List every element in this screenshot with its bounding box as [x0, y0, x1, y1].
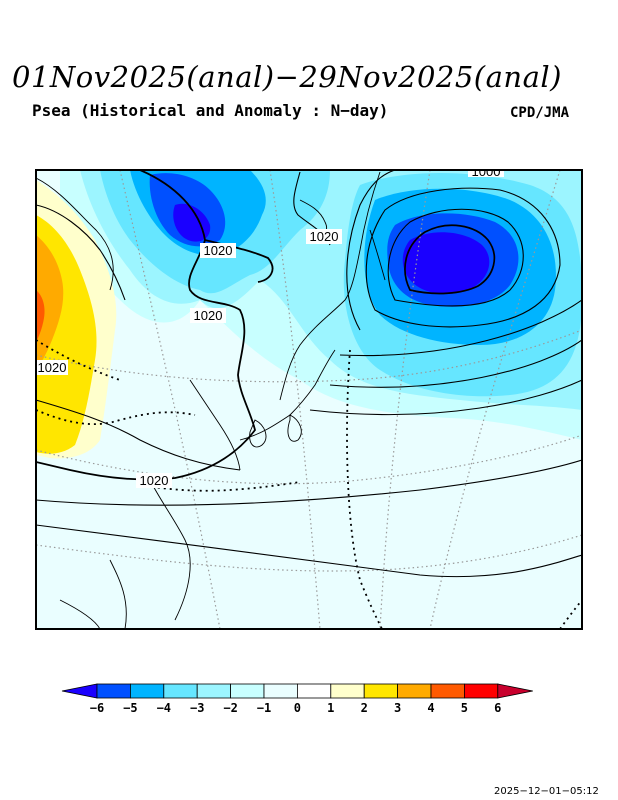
colorbar-box [163, 683, 198, 699]
colorbar-box [230, 683, 265, 699]
anomaly-shade-plus4 [36, 290, 45, 342]
colorbar-tick-label: −6 [90, 701, 104, 715]
colorbar-tick-label: 5 [461, 701, 468, 715]
colorbar-box [363, 683, 399, 699]
agency-label: CPD/JMA [510, 105, 570, 121]
colorbar-box [430, 683, 465, 699]
isobar-label-5: 1020 [136, 473, 172, 488]
colorbar-tick-label: 2 [361, 701, 368, 715]
colorbar-tick-label: 6 [494, 701, 501, 715]
isobar-labels: 1020 1020 1020 1020 1020 1000 [36, 164, 504, 488]
colorbar-box [129, 683, 165, 699]
isobar-label-text-4: 1020 [38, 360, 67, 375]
colorbar-box [196, 683, 231, 699]
isobar-label-2: 1020 [306, 229, 342, 244]
colorbar-box [263, 683, 298, 699]
anomaly-shade-plus3 [36, 235, 64, 370]
colorbar-tick-label: −5 [123, 701, 137, 715]
colorbar-box [296, 683, 332, 699]
anomaly-shade-minus6-west [173, 203, 211, 242]
isobar-label-6: 1000 [468, 164, 504, 179]
isobar-label-3: 1020 [190, 308, 226, 323]
coastlines [36, 171, 386, 629]
colorbar-tick-label: −1 [257, 701, 271, 715]
colorbar: −6 −5 −4 −3 −2 −1 0 1 2 3 4 5 6 [61, 683, 533, 715]
colorbar-tick-label: 1 [327, 701, 334, 715]
colorbar-box [96, 683, 131, 699]
colorbar-tick-label: −3 [190, 701, 204, 715]
timestamp: 2025−12−01−05:12 [494, 786, 599, 797]
isobar-1020-main [36, 170, 256, 481]
map-frame [35, 169, 583, 630]
isobar-label-1: 1020 [200, 243, 236, 258]
isobar-label-text-2: 1020 [310, 229, 339, 244]
colorbar-tick-label: −2 [223, 701, 237, 715]
page-title: 01Nov2025(anal)−29Nov2025(anal) [12, 60, 562, 94]
isobar-low-1000 [404, 224, 496, 295]
colorbar-box [397, 683, 432, 699]
colorbar-tick-label: −4 [157, 701, 171, 715]
colorbar-tick-label: 3 [394, 701, 401, 715]
map-field: 1020 1020 1020 1020 1020 1000 [36, 164, 582, 629]
anomaly-shade-minus6-east [402, 232, 490, 294]
isobars [36, 170, 582, 578]
colorbar-box [330, 683, 365, 699]
pressure-anomaly-map: 1020 1020 1020 1020 1020 1000 [35, 164, 583, 630]
isobar-label-4: 1020 [36, 360, 68, 375]
colorbar-tick-label: 4 [427, 701, 434, 715]
isobar-label-text-5: 1020 [140, 473, 169, 488]
colorbar-tick-label: 0 [294, 701, 301, 715]
isobar-label-text-3: 1020 [194, 308, 223, 323]
map-subtitle: Psea (Historical and Anomaly : N−day) [32, 101, 389, 120]
graticule [36, 170, 582, 629]
isobar-label-text-6: 1000 [472, 164, 501, 179]
colorbar-arrow-right [497, 683, 533, 699]
isobar-label-text-1: 1020 [204, 243, 233, 258]
isobar-dotted [36, 339, 582, 629]
colorbar-box [463, 683, 499, 699]
colorbar-arrow-left [61, 683, 98, 699]
